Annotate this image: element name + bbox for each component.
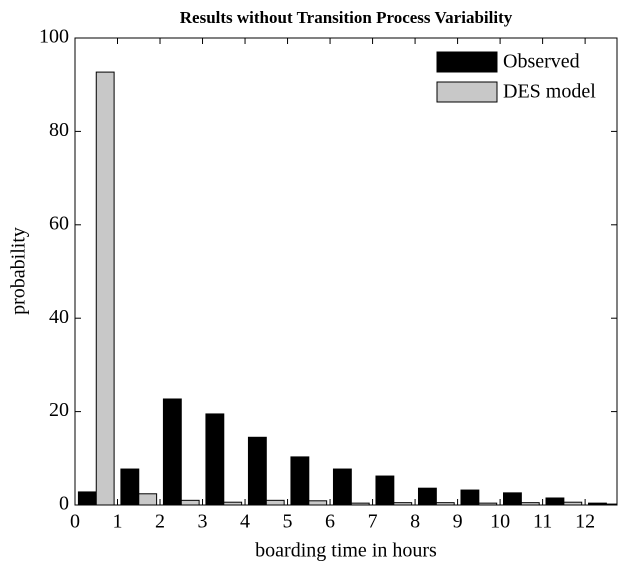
y-tick-label: 60 (49, 212, 69, 234)
bar (265, 499, 285, 505)
bar (545, 497, 565, 505)
bar (375, 475, 395, 505)
bar (247, 436, 267, 505)
bar (308, 500, 328, 505)
x-tick-label: 4 (240, 511, 250, 533)
x-tick-label: 5 (283, 511, 293, 533)
bar (290, 456, 310, 505)
x-tick-label: 8 (410, 511, 420, 533)
bar (180, 499, 200, 505)
bar (95, 71, 115, 505)
legend-label: DES model (503, 81, 596, 103)
legend-swatch (436, 51, 498, 73)
x-tick-label: 7 (368, 511, 378, 533)
x-tick-label: 6 (325, 511, 335, 533)
y-tick-label: 100 (39, 26, 69, 48)
bar (77, 491, 97, 505)
bar (460, 489, 480, 505)
x-tick-label: 1 (113, 511, 123, 533)
x-tick-label: 2 (155, 511, 165, 533)
x-tick-label: 3 (198, 511, 208, 533)
bar (393, 502, 413, 505)
plot-area (77, 71, 617, 505)
x-tick-label: 12 (575, 511, 595, 533)
legend-label: Observed (503, 51, 580, 73)
bar (138, 493, 158, 505)
bar (120, 468, 140, 505)
chart-title: Results without Transition Process Varia… (180, 8, 513, 27)
x-tick-label: 11 (533, 511, 552, 533)
bar (205, 413, 225, 505)
y-tick-label: 0 (59, 493, 69, 515)
bar (502, 492, 522, 505)
bar (162, 398, 182, 505)
x-axis-label: boarding time in hours (255, 540, 437, 562)
y-axis-label: probability (8, 227, 30, 315)
axes-box (74, 37, 618, 506)
bar (520, 502, 540, 505)
y-tick-label: 20 (49, 399, 69, 421)
x-tick-label: 9 (453, 511, 463, 533)
bar (417, 487, 437, 505)
bar (332, 468, 352, 505)
legend-swatch (436, 81, 498, 103)
y-tick-label: 80 (49, 119, 69, 141)
x-tick-label: 10 (490, 511, 510, 533)
x-tick-label: 0 (70, 511, 80, 533)
y-tick-label: 40 (49, 306, 69, 328)
bar (435, 502, 455, 505)
